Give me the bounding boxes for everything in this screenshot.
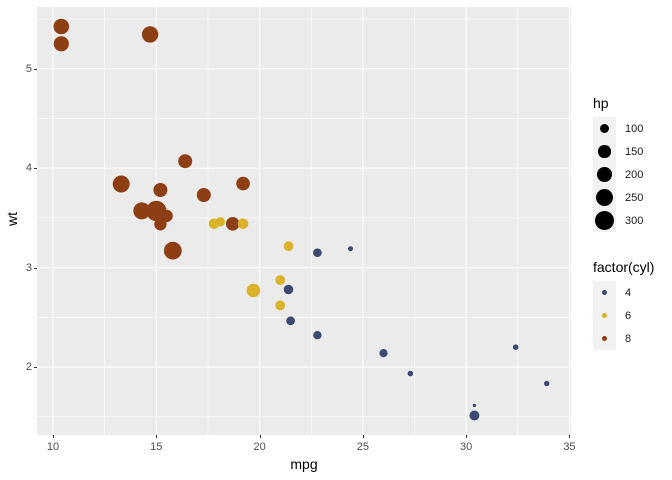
legend-label: 300 [625, 214, 644, 227]
data-point [196, 188, 211, 202]
hp-legend: hp 100 150 200 250 300 [593, 95, 643, 232]
legend-key [593, 209, 616, 232]
legend-dot-icon [595, 188, 614, 207]
legend-dot-icon [602, 313, 607, 318]
data-point [225, 217, 240, 231]
y-tick-label: 5 [25, 62, 32, 75]
data-point [313, 331, 322, 340]
x-tick-mark [259, 435, 261, 438]
hp-legend-title: hp [593, 95, 609, 111]
legend-key [593, 304, 616, 327]
hp-legend-entry: 100 [593, 117, 643, 140]
legend-label: 8 [625, 332, 632, 345]
y-tick-label: 4 [25, 162, 32, 175]
data-point [275, 275, 286, 285]
y-axis-title: wt [4, 212, 20, 226]
legend-dot-icon [594, 210, 615, 231]
x-axis-title: mpg [290, 456, 318, 472]
plot-panel [37, 7, 571, 435]
data-point [154, 218, 167, 231]
cyl-legend: factor(cyl) 4 6 8 [593, 259, 654, 350]
data-point [141, 26, 159, 43]
data-point [146, 200, 167, 222]
legend-label: 150 [625, 145, 644, 158]
x-tick-label: 25 [356, 441, 369, 453]
data-point [53, 18, 70, 35]
data-point [237, 218, 249, 230]
legend-label: 200 [625, 168, 644, 181]
legend-key [593, 186, 616, 209]
legend-label: 4 [625, 286, 632, 299]
y-tick-mark [34, 367, 37, 369]
y-tick-mark [34, 168, 37, 170]
chart-canvas [37, 7, 571, 435]
x-tick-label: 35 [563, 441, 576, 453]
x-tick-label: 15 [150, 441, 163, 453]
data-point [472, 403, 477, 408]
legend-dot-icon [597, 167, 612, 182]
data-point [379, 349, 388, 358]
hp-legend-entry: 150 [593, 140, 643, 163]
legend-label: 6 [625, 309, 632, 322]
cyl-legend-entry: 8 [593, 327, 654, 350]
legend-dot-icon [600, 124, 609, 133]
x-tick-label: 10 [46, 441, 60, 453]
cyl-legend-entry: 6 [593, 304, 654, 327]
data-point [407, 370, 414, 377]
data-point [133, 202, 151, 220]
data-point [208, 218, 220, 230]
x-tick-label: 20 [253, 441, 266, 453]
data-point [246, 283, 261, 298]
data-point [286, 316, 295, 326]
legend-key [593, 163, 616, 186]
data-point [348, 246, 353, 252]
x-tick-label: 30 [460, 441, 473, 453]
data-point [469, 410, 480, 421]
hp-legend-entry: 250 [593, 186, 643, 209]
data-point [313, 248, 322, 257]
y-tick-label: 2 [25, 361, 32, 374]
legend-key [593, 281, 616, 304]
hp-legend-entry: 200 [593, 163, 643, 186]
cyl-legend-title: factor(cyl) [593, 259, 655, 275]
cyl-legend-entry: 4 [593, 281, 654, 304]
x-tick-mark [53, 435, 54, 438]
legend-key [593, 140, 616, 163]
data-point [544, 380, 550, 387]
data-point [275, 300, 286, 311]
legend-key [593, 327, 616, 350]
legend-dot-icon [598, 145, 611, 158]
x-tick-mark [466, 435, 468, 438]
hp-legend-keys: 100 150 200 250 300 [593, 117, 643, 232]
data-point [112, 175, 130, 193]
y-tick-label: 3 [25, 261, 32, 274]
legend-label: 100 [625, 122, 644, 135]
legend-dot-icon [602, 290, 607, 295]
x-tick-mark [156, 435, 158, 438]
y-tick-mark [34, 267, 37, 269]
legend-key [593, 117, 616, 140]
legend-dot-icon [602, 336, 607, 341]
x-tick-mark [569, 435, 571, 438]
data-point [178, 154, 193, 169]
data-point [153, 183, 168, 197]
data-point [236, 176, 250, 191]
data-point [283, 284, 294, 295]
x-tick-mark [362, 435, 364, 438]
cyl-legend-keys: 4 6 8 [593, 281, 654, 350]
data-point [283, 241, 294, 252]
legend-label: 250 [625, 191, 644, 204]
data-point [53, 36, 69, 52]
y-tick-mark [34, 68, 37, 70]
data-point [163, 241, 182, 260]
hp-legend-entry: 300 [593, 209, 643, 232]
data-point [512, 344, 519, 351]
